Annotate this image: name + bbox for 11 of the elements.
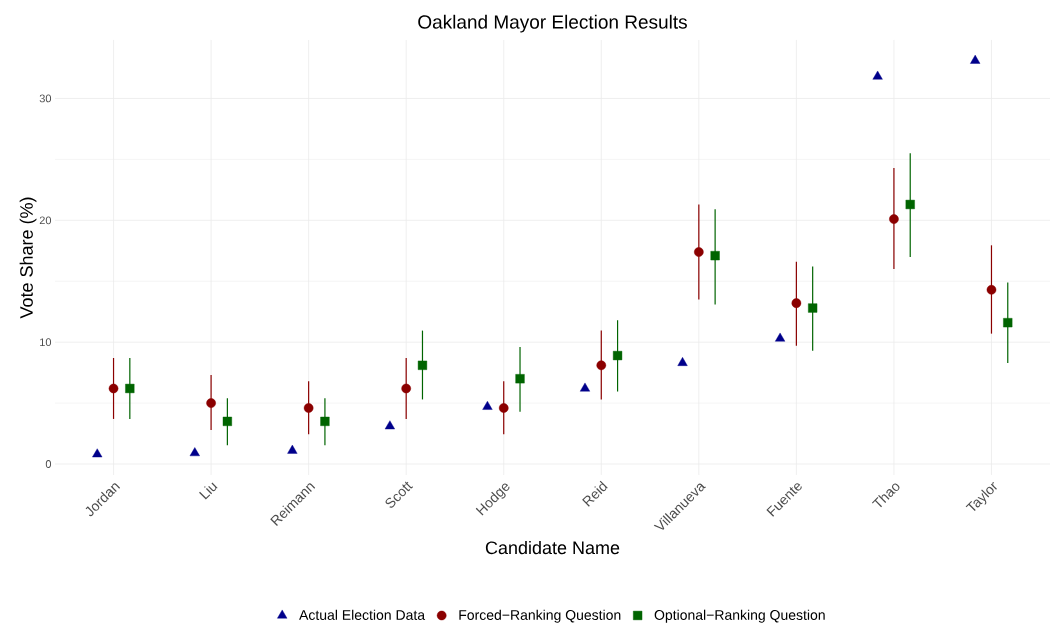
x-axis-title: Candidate Name: [485, 540, 620, 555]
chart-title: Oakland Mayor Election Results: [418, 14, 687, 33]
legend-label: Actual Election Data: [299, 609, 426, 620]
y-tick-label: 20: [39, 216, 52, 225]
y-tick-label: 30: [39, 94, 52, 103]
x-tick-label: Liu: [199, 482, 218, 500]
y-tick-label: 0: [45, 460, 52, 468]
y-axis-title: Vote Share (%): [19, 197, 37, 319]
legend-label: Forced−Ranking Question: [459, 609, 621, 623]
y-tick-label: 10: [40, 338, 52, 347]
legend-label: Optional−Ranking Question: [654, 609, 825, 623]
